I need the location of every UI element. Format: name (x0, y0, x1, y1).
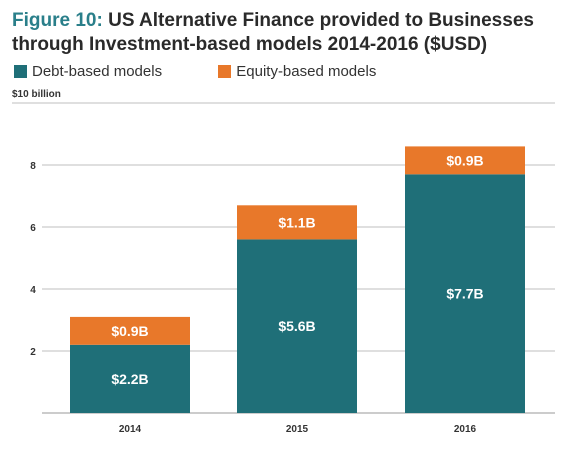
figure-number: Figure 10: (12, 10, 103, 31)
legend: Debt-based models Equity-based models (14, 63, 392, 82)
x-tick-label-2015: 2015 (286, 424, 309, 435)
legend-label-equity: Equity-based models (236, 63, 377, 80)
bar-equity-2016 (405, 146, 525, 175)
data-label-debt-2016: $7.7B (446, 286, 483, 302)
legend-swatch-equity (218, 65, 232, 78)
data-label-debt-2015: $5.6B (278, 318, 315, 334)
legend-label-debt: Debt-based models (32, 63, 163, 80)
legend-item-equity: Equity-based models (218, 63, 376, 80)
y-axis-top-label: $10 billion (12, 89, 61, 100)
x-tick-label-2014: 2014 (119, 424, 142, 435)
y-tick-label-8: 8 (30, 161, 36, 172)
legend-item-debt: Debt-based models (14, 63, 162, 80)
data-label-equity-2016: $0.9B (446, 152, 483, 168)
data-label-debt-2014: $2.2B (111, 371, 148, 387)
bar-equity-2015 (237, 205, 357, 240)
y-tick-label-4: 4 (30, 285, 36, 296)
chart-title-text: US Alternative Finance provided to Busin… (12, 10, 534, 55)
x-tick-label-2016: 2016 (454, 424, 477, 435)
y-tick-label-2: 2 (30, 347, 36, 358)
bar-debt-2014 (70, 344, 190, 413)
bar-debt-2016 (405, 174, 525, 413)
bar-debt-2015 (237, 239, 357, 413)
chart-title: Figure 10: US Alternative Finance provid… (12, 9, 562, 57)
data-label-equity-2015: $1.1B (278, 214, 315, 230)
bar-equity-2014 (70, 316, 190, 345)
y-tick-label-6: 6 (30, 223, 36, 234)
data-label-equity-2014: $0.9B (111, 323, 148, 339)
legend-swatch-debt (14, 65, 27, 78)
